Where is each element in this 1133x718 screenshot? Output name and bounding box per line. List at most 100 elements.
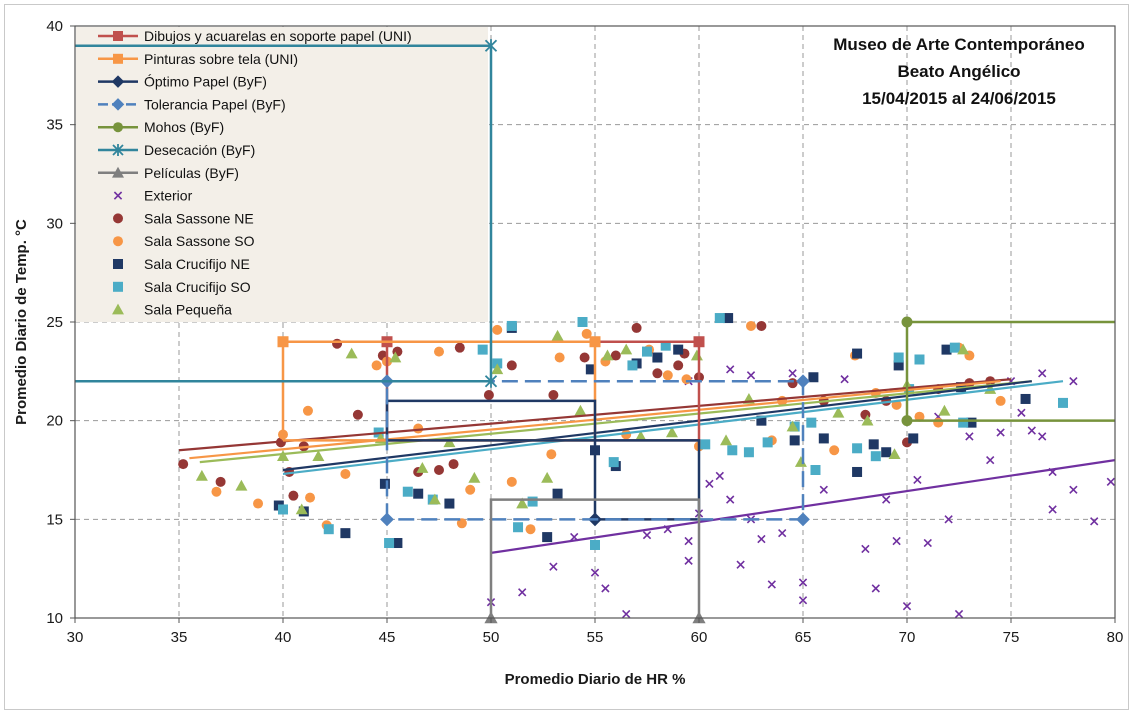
legend-item-sala-sassone-ne: Sala Sassone NE bbox=[113, 210, 254, 226]
data-point bbox=[958, 417, 969, 428]
data-point bbox=[914, 354, 925, 365]
legend-item-peliculas-byf: Películas (ByF) bbox=[98, 165, 239, 181]
data-point bbox=[323, 524, 334, 535]
data-point bbox=[819, 485, 828, 494]
data-point bbox=[195, 469, 208, 481]
data-point bbox=[541, 471, 554, 483]
data-point bbox=[954, 609, 964, 618]
data-point bbox=[767, 580, 776, 589]
data-point bbox=[601, 584, 610, 593]
data-point bbox=[726, 365, 735, 374]
data-point bbox=[581, 328, 592, 339]
legend-marker bbox=[113, 236, 123, 247]
data-point bbox=[1038, 369, 1047, 378]
legend-marker bbox=[111, 98, 125, 111]
axes: 30 35 40 45 50 55 60 65 70 75 80 10 15 20 25 30 35 40 bbox=[46, 18, 1123, 646]
legend-label: Sala Pequeña bbox=[144, 302, 232, 318]
legend-label: Sala Sassone NE bbox=[144, 210, 254, 226]
legend: Dibujos y acuarelas en soporte papel (UN… bbox=[98, 28, 412, 318]
data-point bbox=[215, 476, 226, 487]
data-point bbox=[585, 364, 596, 375]
data-point bbox=[554, 352, 565, 363]
data-point bbox=[295, 503, 308, 515]
data-point bbox=[888, 448, 901, 460]
zone-desecacion-byf bbox=[75, 39, 498, 388]
data-point bbox=[345, 347, 358, 359]
trendlines bbox=[178, 378, 1115, 554]
legend-box bbox=[76, 27, 488, 322]
data-point bbox=[868, 439, 879, 450]
data-point bbox=[652, 352, 663, 363]
data-point bbox=[551, 329, 564, 341]
data-point bbox=[1106, 477, 1115, 487]
data-point bbox=[1069, 377, 1078, 386]
data-point bbox=[574, 404, 587, 416]
zone-line bbox=[905, 320, 1115, 422]
data-point bbox=[506, 320, 517, 331]
y-tick-label: 10 bbox=[46, 610, 63, 627]
data-point bbox=[673, 344, 684, 355]
data-point bbox=[746, 320, 756, 331]
data-point bbox=[590, 568, 600, 577]
data-point bbox=[723, 313, 734, 324]
data-point bbox=[443, 436, 456, 448]
zone-marker bbox=[380, 512, 394, 527]
legend-item-mohos-byf: Mohos (ByF) bbox=[98, 119, 224, 135]
data-point bbox=[892, 536, 901, 546]
data-point bbox=[756, 320, 767, 331]
x-tick-label: 60 bbox=[691, 629, 708, 646]
x-tick-label: 35 bbox=[171, 629, 188, 646]
data-point bbox=[726, 495, 735, 504]
legend-marker bbox=[113, 281, 123, 292]
legend-label: Sala Sassone SO bbox=[144, 233, 255, 249]
data-point bbox=[465, 484, 476, 495]
zone-marker bbox=[589, 336, 601, 348]
data-point bbox=[949, 342, 960, 353]
data-point bbox=[491, 363, 504, 375]
x-tick-label: 65 bbox=[795, 629, 812, 646]
data-point bbox=[379, 478, 390, 489]
data-point bbox=[665, 426, 678, 438]
legend-marker bbox=[112, 144, 124, 156]
data-point bbox=[402, 486, 413, 497]
x-tick-label: 50 bbox=[483, 629, 500, 646]
data-point bbox=[660, 340, 671, 351]
data-point bbox=[352, 409, 363, 420]
data-point bbox=[434, 346, 444, 357]
x-tick-label: 75 bbox=[1003, 629, 1020, 646]
legend-marker bbox=[112, 166, 124, 178]
data-point bbox=[608, 457, 619, 468]
data-point bbox=[684, 556, 693, 565]
legend-item-tolerancia-papel-byf: Tolerancia Papel (ByF) bbox=[98, 96, 286, 112]
legend-item-dibujos-y-acuarelas-en-soporte-papel-uni: Dibujos y acuarelas en soporte papel (UN… bbox=[98, 28, 412, 44]
y-axis-label: Promedio Diario de Temp. °C bbox=[13, 219, 30, 425]
legend-label: Óptimo Papel (ByF) bbox=[144, 74, 267, 90]
data-point bbox=[506, 476, 517, 487]
data-point bbox=[634, 430, 647, 442]
data-point bbox=[456, 518, 467, 529]
legend-item-sala-pequena: Sala Pequeña bbox=[112, 302, 232, 318]
data-point bbox=[642, 530, 652, 540]
legend-label: Desecación (ByF) bbox=[144, 142, 255, 158]
data-point bbox=[253, 498, 264, 509]
chart-title: Museo de Arte Contemporáneo Beato Angéli… bbox=[833, 35, 1085, 108]
data-point bbox=[513, 522, 524, 533]
trendline-sala-crucifijo-ne bbox=[282, 380, 1032, 472]
zone-peliculas-byf bbox=[484, 498, 706, 624]
data-point bbox=[468, 471, 481, 483]
data-point bbox=[384, 538, 395, 549]
legend-label: Exterior bbox=[144, 188, 193, 204]
data-point bbox=[652, 368, 663, 379]
legend-marker bbox=[113, 191, 123, 200]
data-point bbox=[340, 528, 351, 539]
data-point bbox=[684, 536, 693, 546]
data-point bbox=[477, 344, 488, 355]
data-point bbox=[416, 462, 429, 473]
data-point bbox=[743, 447, 754, 458]
data-point bbox=[622, 609, 631, 618]
data-point bbox=[762, 437, 773, 448]
legend-marker bbox=[113, 259, 123, 269]
data-point bbox=[818, 433, 829, 444]
data-point bbox=[798, 578, 808, 587]
data-point bbox=[542, 532, 553, 543]
